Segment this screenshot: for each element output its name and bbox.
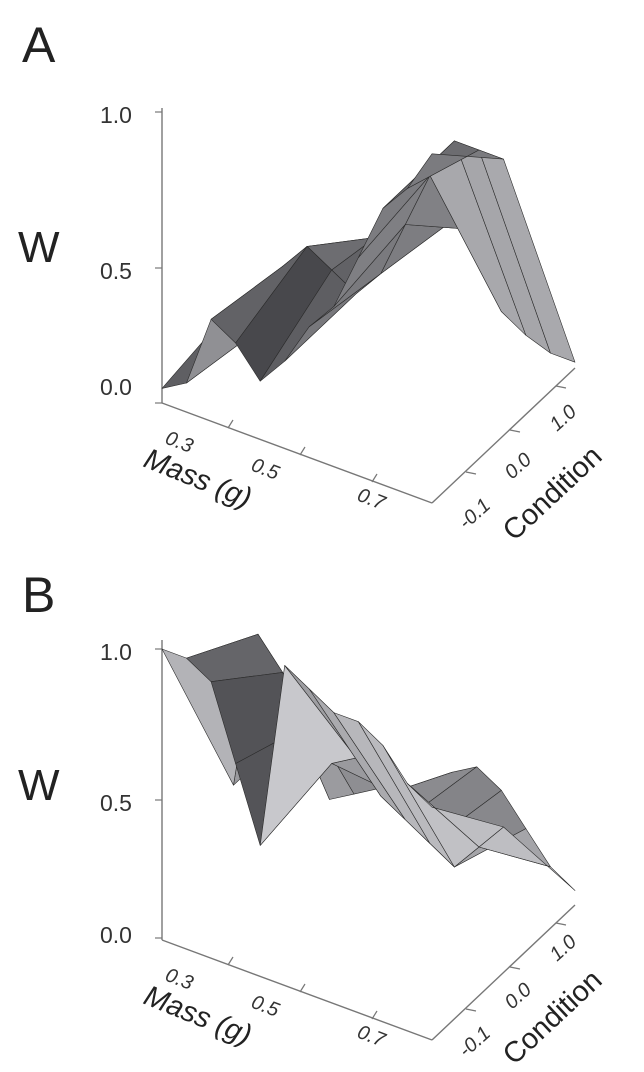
x-tick-label-b-2: 0.5 <box>248 991 283 1022</box>
z-tick-label-a-1: 1.0 <box>100 102 132 128</box>
y-tick-mark-b-3 <box>555 922 567 926</box>
y-tick-label-b-2: 0.0 <box>501 979 536 1014</box>
y-axis-a <box>431 367 576 504</box>
y-tick-mark-a-3 <box>555 385 567 389</box>
y-tick-mark-a-2 <box>509 429 521 433</box>
x-tick-mark-a-2 <box>299 446 306 456</box>
surface-a-facet <box>407 149 504 189</box>
x-tick-label-a-2: 0.5 <box>248 454 283 485</box>
panel-label-b: B <box>22 567 55 623</box>
y-tick-label-b-3: 1.0 <box>546 931 581 966</box>
y-tick-label-a-2: 0.0 <box>501 449 536 484</box>
x-tick-mark-a-3 <box>371 473 378 483</box>
z-tick-label-a-3: 0.0 <box>100 374 132 400</box>
z-axis-label-a: W <box>18 223 60 272</box>
x-tick-label-b-3: 0.7 <box>354 1021 389 1052</box>
x-axis-label-b: Mass (g) <box>139 980 256 1052</box>
y-axis-b <box>431 904 576 1041</box>
surface-b-facet <box>407 783 504 848</box>
panel-a: A 1.0 0.5 0.0 W 0.3 0.5 0.7 Mass (g) -0.… <box>18 17 608 547</box>
z-tick-label-b-3: 0.0 <box>100 922 132 948</box>
panel-b: B 1.0 0.5 0.0 W 0.3 0.5 0.7 Mass (g) -0.… <box>18 567 608 1071</box>
x-tick-mark-b-1 <box>227 956 234 966</box>
x-tick-mark-b-2 <box>299 983 306 993</box>
z-tick-label-b-1: 1.0 <box>100 639 132 665</box>
x-axis-a <box>161 402 433 504</box>
x-tick-mark-b-3 <box>371 1010 378 1020</box>
x-tick-mark-a-1 <box>227 419 234 429</box>
y-tick-label-a-3: 1.0 <box>546 401 581 436</box>
z-tick-label-b-2: 0.5 <box>100 790 132 816</box>
y-tick-label-a-1: -0.1 <box>455 494 495 533</box>
z-tick-label-a-2: 0.5 <box>100 258 132 284</box>
panel-label-a: A <box>22 17 56 73</box>
surface-a <box>161 140 576 389</box>
x-axis-label-a: Mass (g) <box>139 443 256 515</box>
surface-b <box>161 633 576 891</box>
x-axis-b <box>161 939 433 1041</box>
y-tick-label-b-1: -0.1 <box>455 1022 495 1061</box>
y-tick-mark-a-1 <box>465 471 477 475</box>
y-axis-label-b: Condition <box>497 964 608 1071</box>
y-tick-mark-b-2 <box>509 966 521 970</box>
z-axis-label-b: W <box>18 761 60 810</box>
x-tick-label-a-3: 0.7 <box>354 484 389 515</box>
y-tick-mark-b-1 <box>465 1008 477 1012</box>
